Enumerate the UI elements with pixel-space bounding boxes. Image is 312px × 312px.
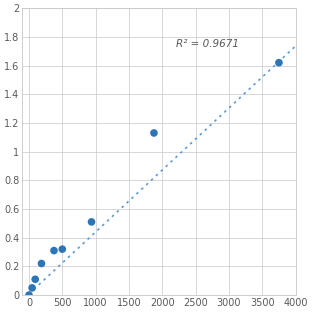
Text: R² = 0.9671: R² = 0.9671 (176, 39, 239, 49)
Point (51, 248, 56, 253)
Point (89, 219, 94, 224)
Point (30, 285, 35, 290)
Point (60, 247, 65, 252)
Point (33, 277, 38, 282)
Point (276, 60, 281, 65)
Point (151, 130, 156, 135)
Point (27, 293, 32, 298)
Point (39, 261, 44, 266)
